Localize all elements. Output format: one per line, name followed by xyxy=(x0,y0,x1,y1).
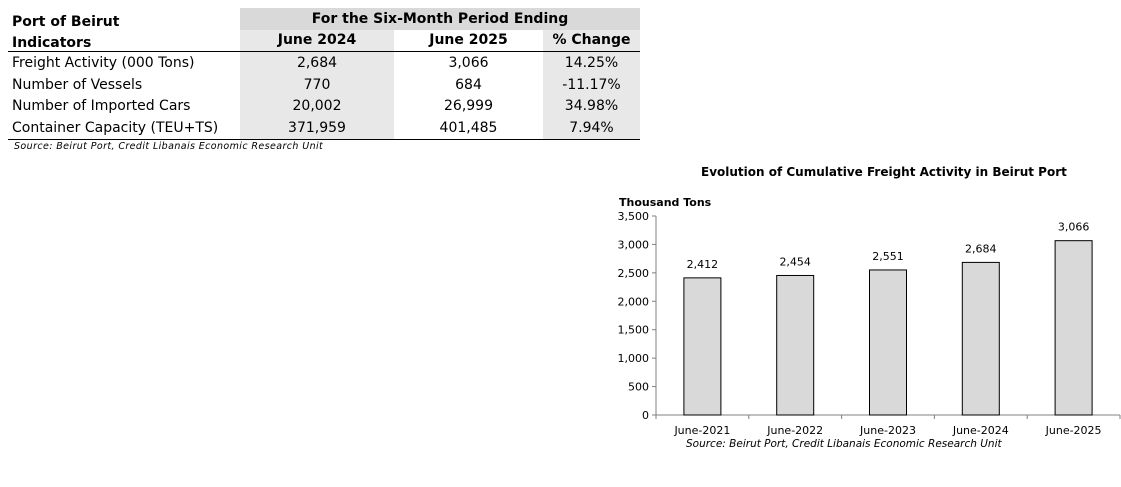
bar xyxy=(1054,240,1093,416)
chart-title: Evolution of Cumulative Freight Activity… xyxy=(701,165,1067,179)
column-header-change: % Change xyxy=(543,29,640,53)
cell-change: 34.98% xyxy=(543,95,640,117)
cell-change: 7.94% xyxy=(543,116,640,140)
cell-change: 14.25% xyxy=(543,51,640,74)
cell-june-2024: 371,959 xyxy=(240,116,394,140)
cell-change: -11.17% xyxy=(543,73,640,96)
row-label: Number of Vessels xyxy=(12,76,143,93)
column-header-june-2025: June 2025 xyxy=(394,29,543,53)
row-label: Container Capacity (TEU+TS) xyxy=(8,116,240,140)
cell-june-2024: 2,684 xyxy=(240,51,394,74)
y-tick-label: 1,500 xyxy=(618,324,650,337)
cell-june-2024: 20,002 xyxy=(240,95,394,117)
table-row: Container Capacity (TEU+TS) 371,959 401,… xyxy=(8,116,640,140)
x-tick-label: June-2023 xyxy=(859,424,916,437)
y-tick-label: 1,000 xyxy=(618,352,650,365)
row-label: Number of Imported Cars xyxy=(12,98,191,115)
cell-june-2024: 770 xyxy=(240,73,394,96)
column-header-june-2024: June 2024 xyxy=(240,29,394,53)
table-row: Freight Activity (000 Tons) 2,684 3,066 … xyxy=(8,51,640,74)
period-header: For the Six-Month Period Ending xyxy=(240,8,640,30)
y-tick-label: 3,000 xyxy=(618,238,650,251)
cell-june-2025: 401,485 xyxy=(394,116,543,140)
x-tick-label: June-2025 xyxy=(1045,424,1102,437)
data-label: 2,684 xyxy=(965,242,997,255)
table-source-note: Source: Beirut Port, Credit Libanais Eco… xyxy=(14,141,324,152)
x-tick-label: June-2024 xyxy=(952,424,1009,437)
cell-june-2025: 26,999 xyxy=(444,98,493,115)
bar xyxy=(869,269,907,416)
x-tick-label: June-2021 xyxy=(673,424,730,437)
port-indicators-table: Port of Beirut For the Six-Month Period … xyxy=(8,8,640,140)
table-title-line2: Indicators xyxy=(8,29,240,53)
y-tick-label: 3,500 xyxy=(618,210,650,223)
y-tick-label: 2,500 xyxy=(618,267,650,280)
table-title-line1: Port of Beirut xyxy=(12,13,120,30)
y-tick-label: 0 xyxy=(642,409,649,422)
x-tick-label: June-2022 xyxy=(766,424,823,437)
cell-june-2025: 684 xyxy=(455,76,482,93)
table-row: Number of Imported Cars 20,002 26,999 34… xyxy=(8,95,640,117)
y-tick-label: 500 xyxy=(628,381,649,394)
bar xyxy=(961,261,1000,416)
table-row: Number of Vessels 770 684 -11.17% xyxy=(8,73,640,96)
cell-june-2025: 3,066 xyxy=(448,54,489,71)
data-label: 2,412 xyxy=(687,258,719,271)
freight-bar-chart: Thousand Tons 0 500 1,000 1,500 2,000 2,500 3,0… xyxy=(618,196,1121,437)
data-label: 2,454 xyxy=(779,255,811,268)
y-axis-label: Thousand Tons xyxy=(619,196,712,209)
bar xyxy=(776,274,815,416)
row-label: Freight Activity (000 Tons) xyxy=(12,54,195,71)
data-label: 2,551 xyxy=(872,250,904,263)
bar xyxy=(683,277,722,416)
data-label: 3,066 xyxy=(1058,221,1090,234)
y-tick-label: 2,000 xyxy=(618,295,650,308)
chart-source-note: Source: Beirut Port, Credit Libanais Eco… xyxy=(686,438,1002,450)
